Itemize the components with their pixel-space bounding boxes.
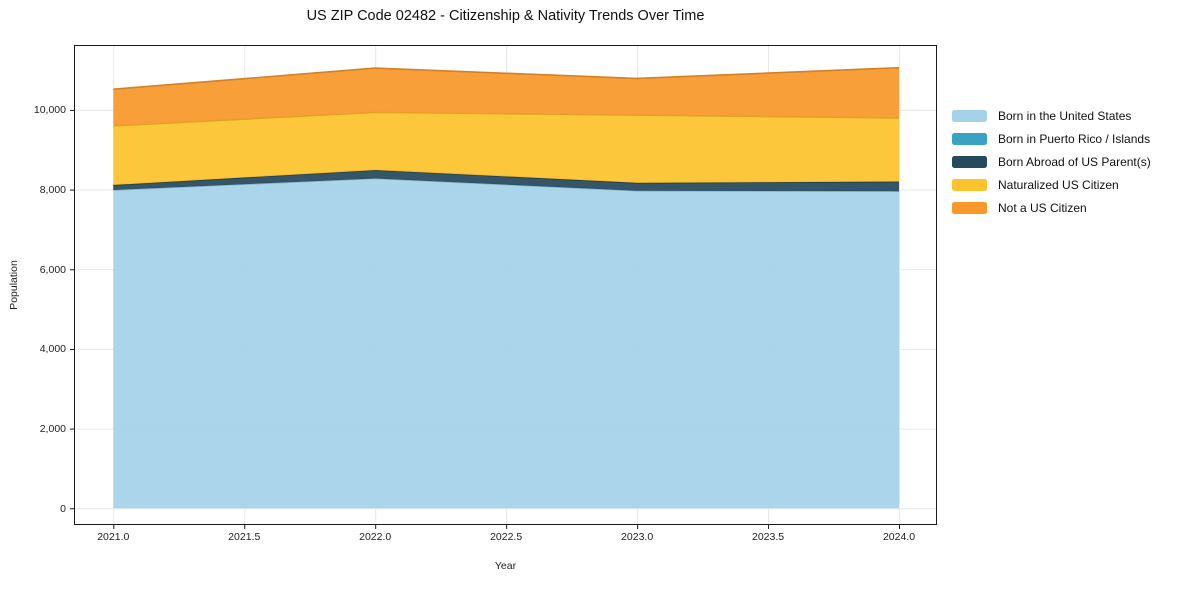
legend-item: Naturalized US Citizen: [952, 173, 1151, 196]
x-tick-label: 2022.5: [490, 531, 523, 543]
legend-swatch-icon: [952, 178, 987, 191]
legend-item: Born Abroad of US Parent(s): [952, 150, 1151, 173]
y-tick-label: 6,000: [39, 263, 66, 276]
x-axis-label: Year: [494, 560, 517, 572]
area-naturalized-us-citizen: [113, 112, 900, 186]
legend-swatch-icon: [952, 109, 987, 122]
legend-swatch-icon: [952, 155, 987, 168]
legend-item: Not a US Citizen: [952, 196, 1151, 219]
legend: Born in the United States Born in Puerto …: [952, 104, 1151, 219]
area-not-a-us-citizen: [113, 67, 900, 126]
y-tick-label: 4,000: [39, 343, 66, 356]
y-tick-label: 10,000: [33, 104, 66, 117]
legend-swatch-icon: [952, 201, 987, 214]
y-tick-label: 8,000: [39, 184, 66, 197]
x-tick-label: 2022.0: [359, 531, 392, 543]
legend-label: Born in Puerto Rico / Islands: [998, 131, 1151, 146]
x-tick-label: 2023.5: [752, 531, 785, 543]
legend-label: Born in the United States: [998, 108, 1132, 123]
x-tick-label: 2023.0: [621, 531, 654, 543]
x-tick-label: 2024.0: [882, 531, 916, 543]
area-born-abroad-of-us-parent-s-: [113, 170, 900, 192]
chart-title: US ZIP Code 02482 - Citizenship & Nativi…: [306, 8, 705, 24]
axes-frame: [74, 45, 937, 525]
y-tick-label: 2,000: [39, 423, 66, 436]
area-edge: [113, 66, 900, 91]
legend-swatch-icon: [952, 132, 987, 145]
x-tick-label: 2021.0: [97, 531, 130, 543]
area-born-in-the-united-states: [113, 178, 900, 509]
legend-item: Born in Puerto Rico / Islands: [952, 127, 1151, 150]
legend-item: Born in the United States: [952, 104, 1151, 127]
x-tick-label: 2021.5: [228, 531, 261, 543]
y-tick-label: 0: [60, 502, 66, 515]
legend-label: Naturalized US Citizen: [998, 177, 1119, 192]
legend-label: Not a US Citizen: [998, 200, 1087, 215]
legend-label: Born Abroad of US Parent(s): [998, 154, 1151, 169]
